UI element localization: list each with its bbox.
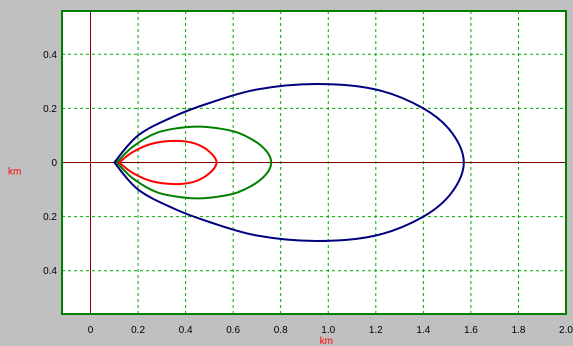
x-tick-label-5: 1.0 [321, 325, 335, 336]
zero-axes [62, 11, 566, 314]
x-tick-label-4: 0.8 [274, 325, 288, 336]
y-axis-title: km [8, 167, 21, 178]
x-tick-label-9: 1.8 [511, 325, 525, 336]
y-tick-label-2: 0 [51, 158, 57, 169]
series-line-0 [113, 82, 465, 243]
x-tick-label-8: 1.6 [464, 325, 478, 336]
y-tick-label-3: 0.2 [43, 212, 57, 223]
x-tick-label-7: 1.4 [416, 325, 430, 336]
y-tick-label-0: 0.4 [43, 50, 57, 61]
x-axis-title: km [320, 336, 333, 346]
series-group [113, 82, 465, 243]
series-line-2 [118, 139, 218, 186]
series-line-1 [115, 125, 273, 200]
x-tick-label-6: 1.2 [369, 325, 383, 336]
y-tick-label-4: 0.4 [43, 266, 57, 277]
x-tick-labels: 0 0.2 0.4 0.6 0.8 1.0 1.2 1.4 1.6 1.8 2.0 [88, 325, 573, 336]
x-tick-label-3: 0.6 [226, 325, 240, 336]
y-tick-labels: 0.4 0.2 0 0.2 0.4 [43, 50, 57, 277]
x-tick-label-2: 0.4 [179, 325, 193, 336]
x-tick-label-1: 0.2 [131, 325, 145, 336]
plot-frame [61, 10, 567, 315]
x-tick-label-10: 2.0 [559, 325, 573, 336]
y-tick-label-1: 0.2 [43, 104, 57, 115]
x-tick-label-0: 0 [88, 325, 94, 336]
